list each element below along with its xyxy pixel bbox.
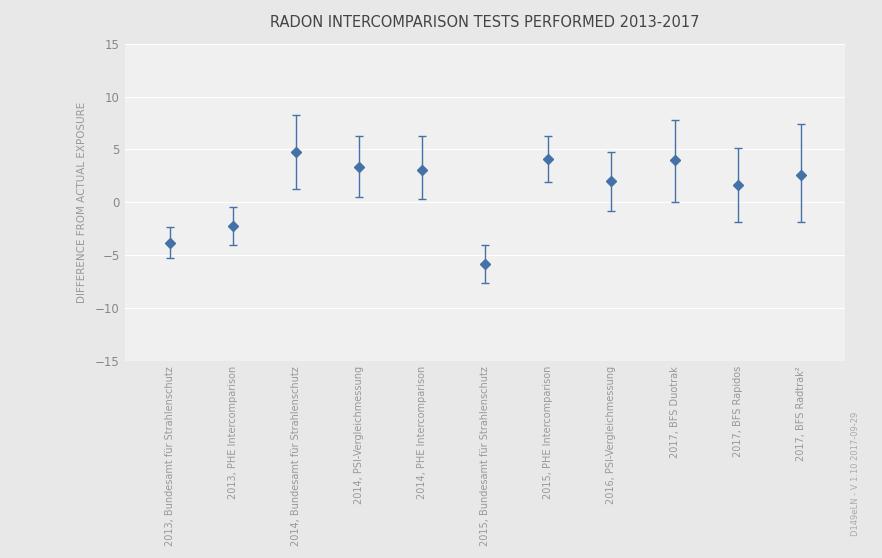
Text: 2014, PSI-Vergleichmessung: 2014, PSI-Vergleichmessung [354, 366, 364, 504]
Title: RADON INTERCOMPARISON TESTS PERFORMED 2013-2017: RADON INTERCOMPARISON TESTS PERFORMED 20… [271, 15, 700, 30]
Text: 2014, Bundesamt für Strahlenschutz: 2014, Bundesamt für Strahlenschutz [291, 366, 301, 546]
Text: 2014, PHE Intercomparison: 2014, PHE Intercomparison [417, 366, 427, 499]
Text: D149eLN - V 1.10 2017-09-29: D149eLN - V 1.10 2017-09-29 [851, 411, 860, 536]
Y-axis label: DIFFERENCE FROM ACTUAL EXPOSURE: DIFFERENCE FROM ACTUAL EXPOSURE [77, 102, 86, 303]
Text: 2017, BFS Duotrak: 2017, BFS Duotrak [669, 366, 679, 458]
Text: 2017, BFS Radtrak²: 2017, BFS Radtrak² [796, 366, 806, 461]
Text: 2016, PSI-Vergleichmessung: 2016, PSI-Vergleichmessung [607, 366, 617, 504]
Text: 2013, PHE Intercomparison: 2013, PHE Intercomparison [228, 366, 237, 499]
Text: 2015, Bundesamt für Strahlenschutz: 2015, Bundesamt für Strahlenschutz [480, 366, 490, 546]
Text: 2017, BFS Rapidos: 2017, BFS Rapidos [733, 366, 743, 458]
Text: 2015, PHE Intercomparison: 2015, PHE Intercomparison [543, 366, 553, 499]
Text: 2013, Bundesamt für Strahlenschutz: 2013, Bundesamt für Strahlenschutz [165, 366, 175, 546]
